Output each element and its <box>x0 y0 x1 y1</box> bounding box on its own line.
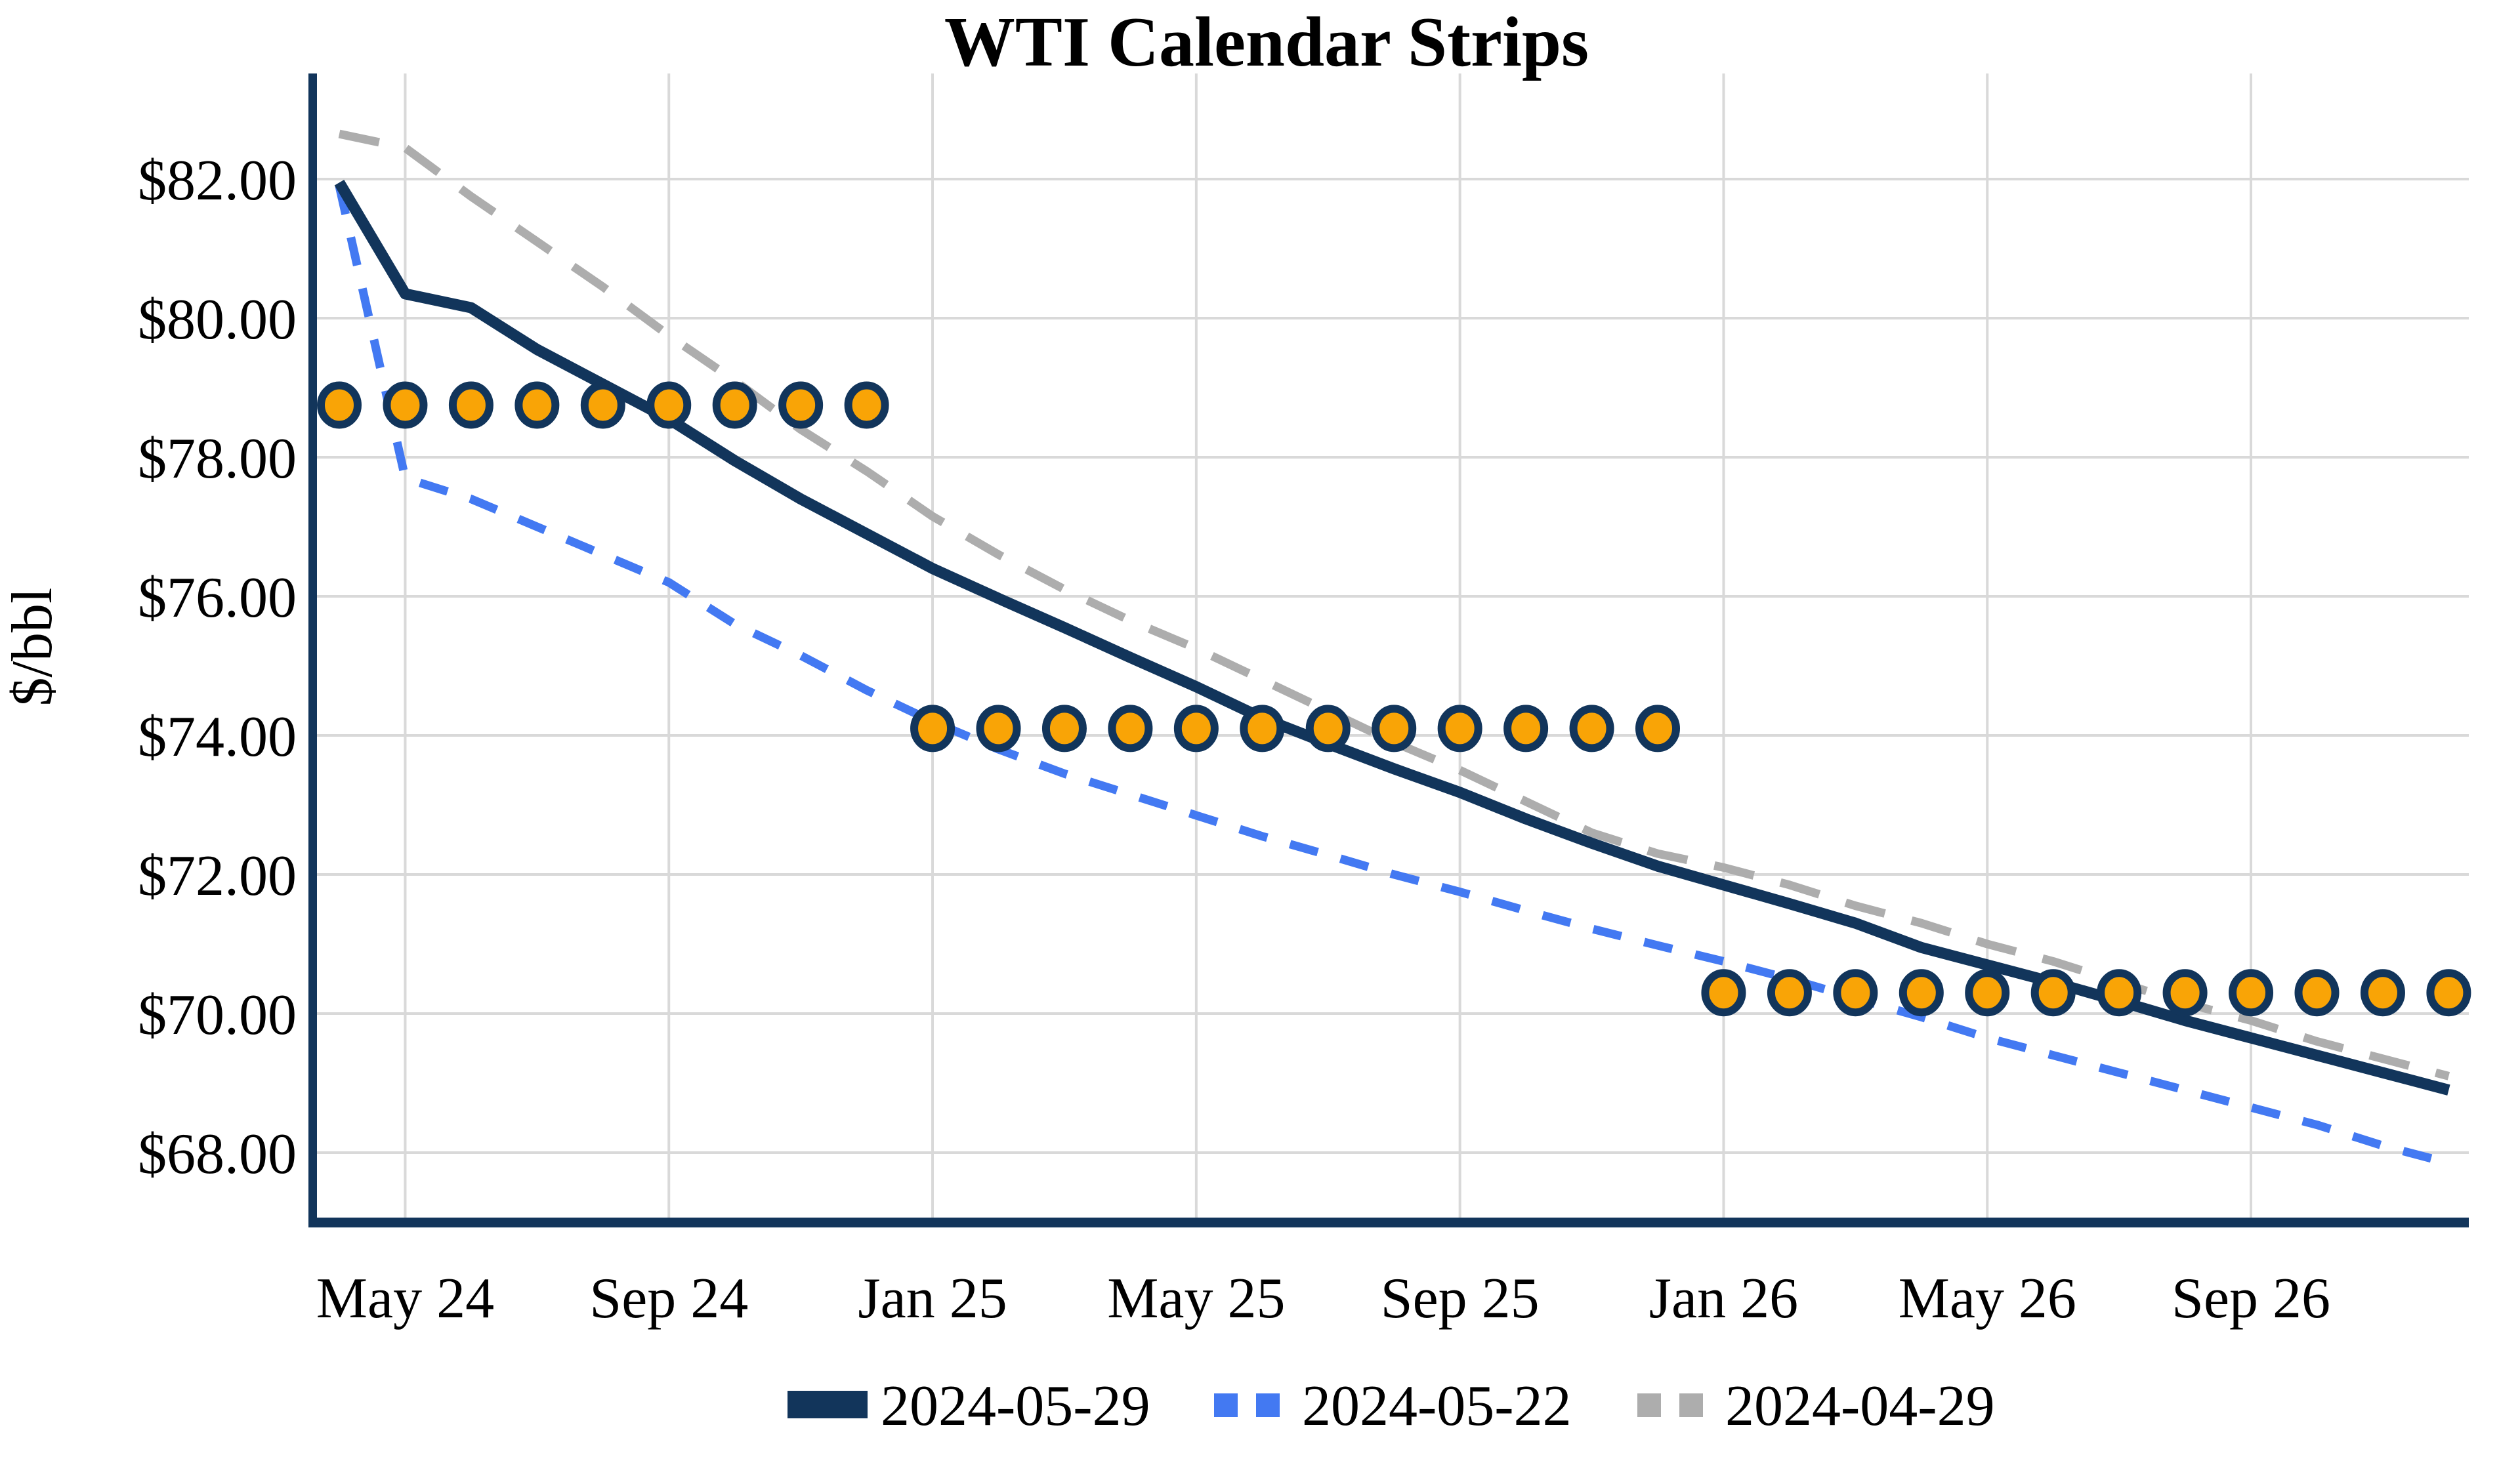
strip-average-dot <box>383 381 428 429</box>
strip-average-dot <box>1701 969 1746 1017</box>
x-tick-label: May 25 <box>1107 1267 1285 1330</box>
y-tick-label: $76.00 <box>138 566 297 630</box>
strip-average-dot <box>317 381 362 429</box>
legend-dash-swatch <box>1679 1393 1703 1417</box>
strip-average-dot <box>1767 969 1812 1017</box>
strip-average-dots <box>317 381 2471 1017</box>
x-tick-label: Sep 24 <box>589 1267 748 1330</box>
strip-average-dot <box>2360 969 2405 1017</box>
strip-average-dot <box>1305 705 1351 752</box>
series-line-2024-04-29 <box>338 129 2450 1080</box>
y-tick-label: $78.00 <box>138 427 297 491</box>
strip-average-dot <box>976 705 1021 752</box>
strip-average-dot <box>1833 969 1878 1017</box>
legend-dash-swatch <box>1637 1393 1661 1417</box>
x-tick-label: Sep 25 <box>1381 1267 1540 1330</box>
y-axis-title: $/bbl <box>1 588 64 707</box>
strip-average-dot <box>2294 969 2340 1017</box>
legend-dash-swatch <box>1214 1393 1238 1417</box>
x-axis-line <box>308 1218 2469 1227</box>
strip-average-dot <box>1503 705 1549 752</box>
strip-average-dot <box>778 381 824 429</box>
strip-average-dot <box>844 381 889 429</box>
y-tick-label: $70.00 <box>138 983 297 1047</box>
axes <box>308 73 2469 1227</box>
x-tick-label: Sep 26 <box>2172 1267 2330 1330</box>
y-tick-label: $74.00 <box>138 705 297 769</box>
strip-average-dot <box>1173 705 1219 752</box>
legend-solid-line-swatch <box>788 1391 868 1418</box>
legend-item: 2024-05-29 <box>788 1374 1150 1438</box>
strip-average-dot <box>1108 705 1153 752</box>
strip-average-dot <box>2162 969 2208 1017</box>
legend-dash-swatch <box>1256 1393 1280 1417</box>
strip-average-dot <box>2426 969 2471 1017</box>
x-tick-label: May 26 <box>1899 1267 2076 1330</box>
strip-average-dot <box>1240 705 1285 752</box>
strip-average-dot <box>1635 705 1680 752</box>
legend-item: 2024-05-22 <box>1214 1374 1572 1438</box>
strip-average-dot <box>514 381 560 429</box>
strip-average-dot <box>1372 705 1417 752</box>
y-tick-label: $72.00 <box>138 844 297 908</box>
tick-labels: $82.00 $80.00 $78.00 $76.00 $74.00 $72.00 $70.… <box>138 149 2330 1330</box>
x-tick-label: May 24 <box>316 1267 494 1330</box>
y-tick-label: $82.00 <box>138 149 297 213</box>
legend: 2024-05-29 2024-05-22 2024-04-29 <box>788 1374 1995 1438</box>
strip-average-dot <box>910 705 956 752</box>
strip-average-dot <box>1569 705 1614 752</box>
strip-average-dot <box>2030 969 2076 1017</box>
y-axis-line <box>308 73 317 1227</box>
legend-label: 2024-05-29 <box>881 1374 1150 1438</box>
y-tick-label: $68.00 <box>138 1122 297 1186</box>
x-tick-label: Jan 25 <box>858 1267 1007 1330</box>
gridlines <box>317 73 2469 1218</box>
strip-average-dot <box>1041 705 1087 752</box>
legend-label: 2024-04-29 <box>1725 1374 1995 1438</box>
strip-average-dot <box>1965 969 2010 1017</box>
strip-average-dot <box>1437 705 1482 752</box>
strip-average-dot <box>2097 969 2142 1017</box>
x-tick-label: Jan 26 <box>1649 1267 1798 1330</box>
strip-average-dot <box>712 381 757 429</box>
strip-average-dot <box>2229 969 2274 1017</box>
strip-average-dot <box>646 381 692 429</box>
legend-label: 2024-05-22 <box>1302 1374 1572 1438</box>
strip-average-dot <box>580 381 625 429</box>
chart-title: WTI Calendar Strips <box>944 3 1589 81</box>
legend-item: 2024-04-29 <box>1637 1374 1995 1438</box>
series-line-2024-05-22 <box>335 185 2450 1168</box>
strip-average-dot <box>1899 969 1944 1017</box>
y-tick-label: $80.00 <box>138 288 297 352</box>
strip-average-dot <box>448 381 494 429</box>
